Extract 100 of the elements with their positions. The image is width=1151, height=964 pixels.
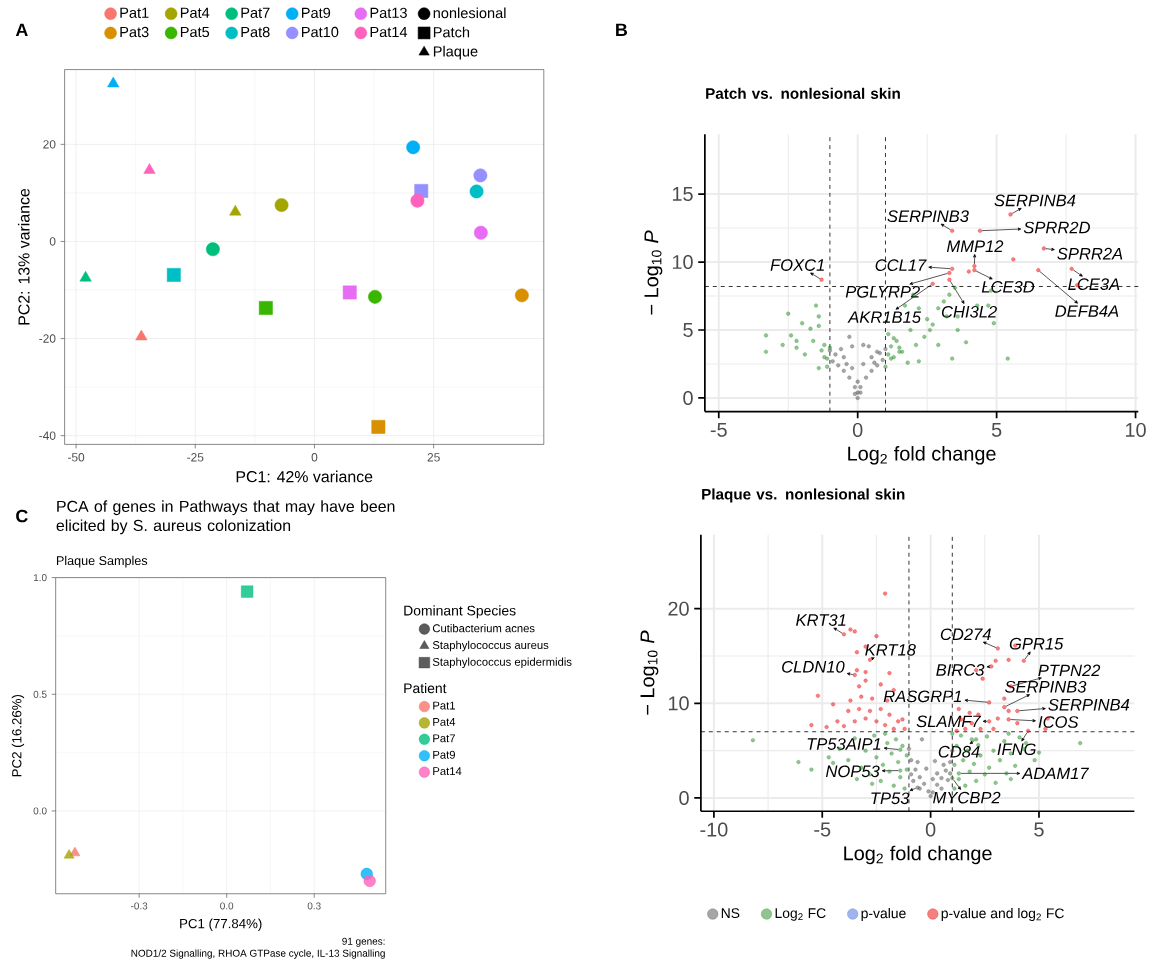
point bbox=[948, 759, 953, 764]
point bbox=[410, 193, 425, 208]
point bbox=[897, 349, 902, 354]
x-axis-title: Log$_{2}$ fold change bbox=[848, 445, 996, 465]
point bbox=[972, 263, 977, 269]
x-tick-label: 0 bbox=[925, 822, 936, 837]
x-tick-label: -5 bbox=[710, 422, 727, 437]
point bbox=[342, 285, 357, 300]
point bbox=[883, 364, 888, 369]
y-tick-label: 15 bbox=[672, 186, 693, 201]
point bbox=[819, 348, 824, 353]
point bbox=[905, 360, 910, 365]
y-tick-label: 20 bbox=[43, 139, 56, 149]
annotation: ADAM17 bbox=[1021, 767, 1090, 779]
y-tick-label: 5 bbox=[683, 322, 693, 337]
point bbox=[841, 354, 846, 360]
annotation: TP53 bbox=[871, 792, 910, 804]
annotation: CCL17 bbox=[875, 259, 927, 271]
point bbox=[948, 771, 953, 776]
annotation: DEFB4A bbox=[1055, 305, 1119, 317]
point bbox=[869, 368, 874, 373]
legend-label: Pat5 bbox=[180, 26, 210, 37]
y-tick-label: 10 bbox=[668, 696, 689, 711]
point bbox=[861, 361, 866, 366]
point bbox=[1036, 267, 1041, 273]
x-tick-label: 0 bbox=[311, 452, 318, 462]
legend-label: Staphylococcus epidermidis bbox=[432, 657, 572, 668]
point bbox=[143, 163, 156, 174]
legend-label: Plaque bbox=[433, 45, 478, 60]
point bbox=[514, 288, 529, 303]
point bbox=[825, 364, 830, 369]
point bbox=[883, 346, 888, 351]
point bbox=[852, 384, 858, 390]
chart-title: Plaque vs. nonlesional skin bbox=[702, 488, 905, 503]
x-tick-label: -0.3 bbox=[131, 902, 148, 910]
point bbox=[935, 771, 940, 776]
chart-title: PCA of genes in Pathways that may have been elicited by S. aureus colonization bbox=[56, 500, 395, 535]
point bbox=[891, 335, 896, 341]
point bbox=[924, 766, 929, 771]
point bbox=[836, 363, 841, 368]
point bbox=[794, 338, 799, 343]
chart-title: Patch vs. nonlesional skin bbox=[706, 87, 900, 99]
point bbox=[274, 197, 289, 212]
x-tick-label: 5 bbox=[991, 422, 1002, 437]
chart-subtitle: Plaque Samples bbox=[56, 555, 148, 568]
point bbox=[950, 228, 955, 233]
point bbox=[943, 768, 948, 773]
y-tick-label: -20 bbox=[39, 334, 56, 343]
point bbox=[877, 350, 883, 356]
point bbox=[908, 757, 914, 763]
point bbox=[858, 384, 863, 390]
y-tick-label: 0 bbox=[683, 390, 693, 405]
y-tick-label: 20 bbox=[668, 601, 689, 616]
legend-label: p-value bbox=[861, 907, 906, 921]
y-tick-label: 1.0 bbox=[33, 573, 47, 581]
annotation: KRT31 bbox=[796, 614, 846, 626]
point bbox=[952, 285, 958, 290]
annotation: IFNG bbox=[997, 743, 1036, 755]
annotation: BIRC3 bbox=[936, 663, 985, 676]
point bbox=[816, 323, 821, 328]
point bbox=[945, 777, 951, 782]
point bbox=[1069, 266, 1074, 271]
annotation: ICOS bbox=[1038, 715, 1079, 728]
point bbox=[844, 361, 849, 366]
legend-label: Patch bbox=[433, 26, 470, 38]
point bbox=[888, 356, 894, 361]
point bbox=[1005, 356, 1010, 361]
legend-label: nonlesional bbox=[433, 7, 506, 19]
point bbox=[813, 303, 819, 308]
y-tick-label: 0 bbox=[49, 237, 56, 246]
annotation: FOXC1 bbox=[770, 259, 824, 271]
point bbox=[939, 786, 944, 791]
point bbox=[922, 334, 927, 339]
x-tick-label: 0 bbox=[852, 422, 863, 437]
point bbox=[880, 357, 885, 362]
point bbox=[107, 76, 120, 88]
point bbox=[763, 333, 769, 338]
point bbox=[855, 379, 860, 384]
point bbox=[936, 342, 941, 347]
legend-label: Pat14 bbox=[370, 26, 408, 37]
annotation: SERPINB4 bbox=[994, 194, 1076, 207]
point bbox=[908, 772, 914, 777]
point bbox=[921, 781, 927, 786]
point bbox=[875, 349, 880, 354]
point bbox=[816, 365, 821, 371]
point bbox=[863, 375, 869, 380]
x-tick-label: 25 bbox=[427, 452, 440, 462]
point bbox=[841, 368, 846, 373]
point bbox=[916, 305, 921, 311]
point bbox=[926, 789, 931, 794]
point bbox=[469, 184, 484, 199]
annotation: SERPINB4 bbox=[1048, 698, 1130, 711]
x-tick-label: 5 bbox=[1034, 822, 1044, 837]
point bbox=[916, 358, 921, 364]
point bbox=[991, 320, 996, 326]
legend-label: Pat13 bbox=[370, 7, 407, 18]
point bbox=[1008, 212, 1013, 217]
point bbox=[947, 292, 952, 297]
legend-label: Pat9 bbox=[302, 7, 331, 18]
point bbox=[788, 333, 794, 338]
